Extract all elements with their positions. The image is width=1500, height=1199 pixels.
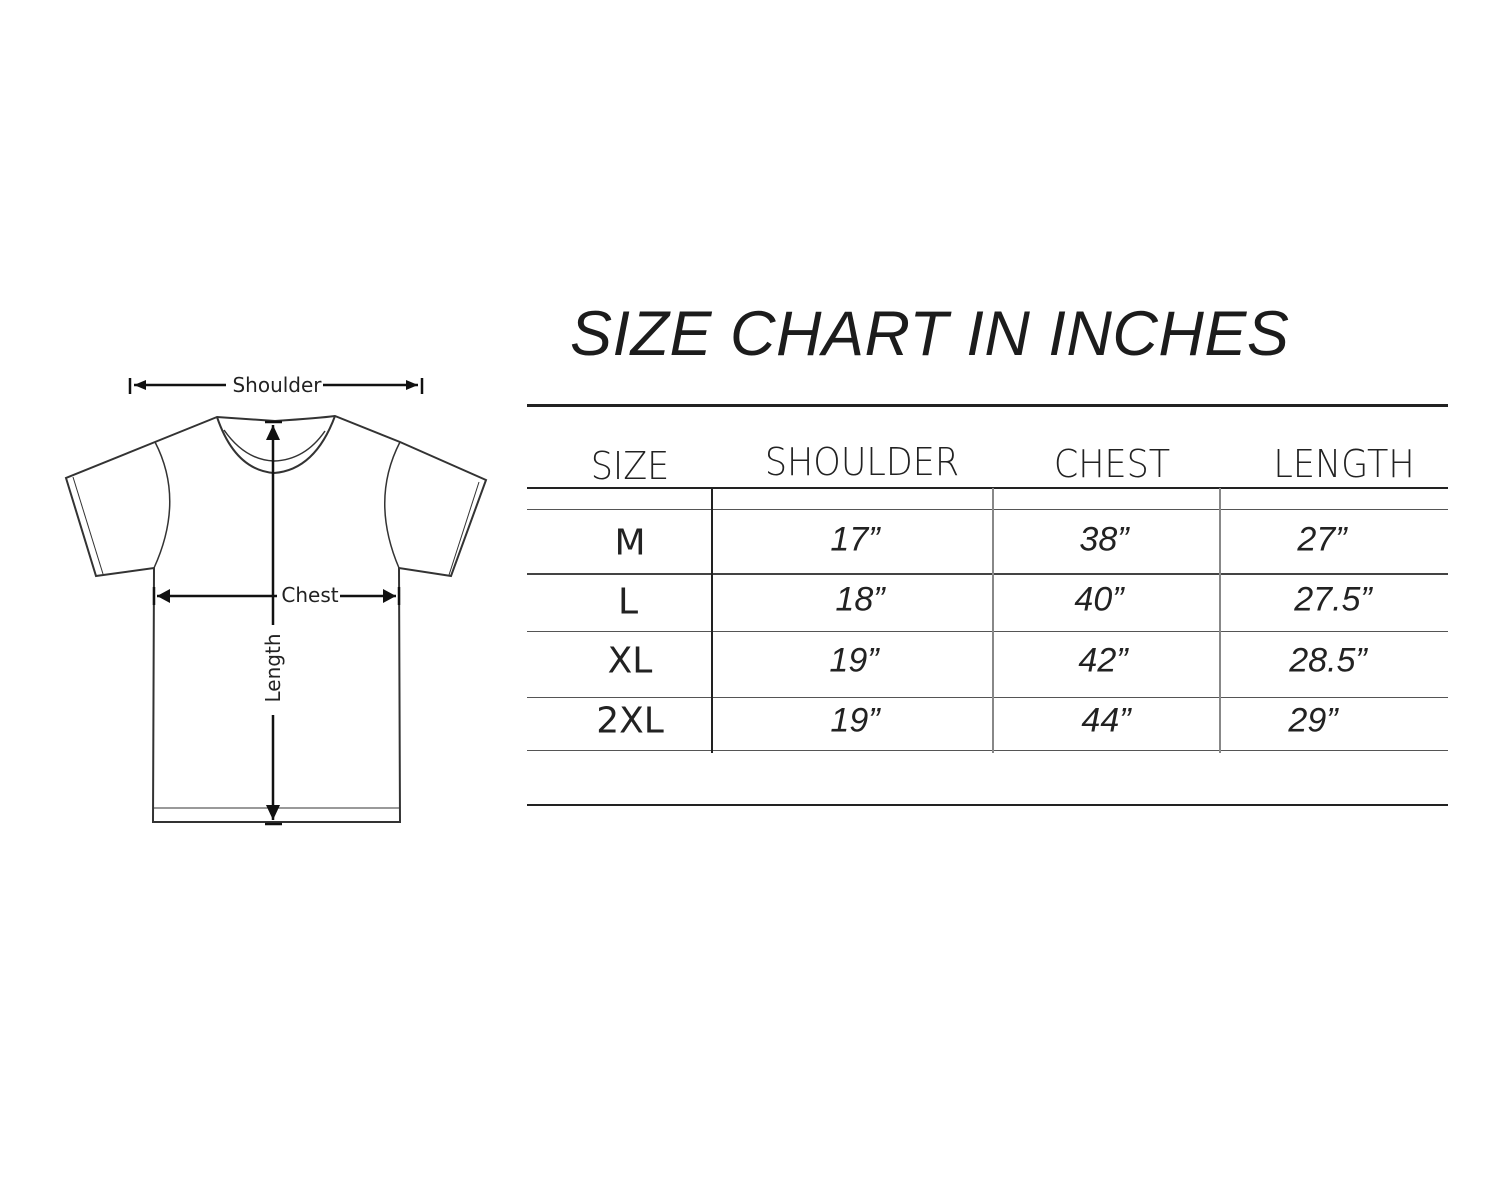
length-cell: 29” [1288,701,1338,740]
table-top-rule [527,404,1448,407]
column-divider [992,488,994,753]
row-divider [527,631,1448,632]
row-divider [527,573,1448,575]
row-divider [527,750,1448,751]
right-armhole [384,441,401,569]
chest-cell: 44” [1081,701,1131,740]
header-size: SIZE [590,444,670,488]
chest-label: Chest [281,583,338,607]
collar [216,415,336,475]
header-length: LENGTH [1273,442,1415,486]
chest-cell: 40” [1074,580,1124,619]
column-divider [711,488,713,753]
sleeve-hem-right [448,481,480,576]
size-cell: M [614,522,646,564]
shoulder-cell: 17” [830,520,880,559]
shoulder-cell: 19” [829,641,879,680]
length-cell: 28.5” [1289,641,1367,680]
row-divider [527,697,1448,698]
chest-cell: 38” [1079,520,1129,559]
length-cell: 27.5” [1294,580,1372,619]
shoulder-label: Shoulder [232,373,322,397]
header-chest: CHEST [1053,442,1171,486]
header-rule [527,487,1448,489]
table-bottom-rule [527,804,1448,806]
length-cell: 27” [1297,520,1347,559]
row-divider [527,509,1448,510]
length-label: Length [261,634,285,703]
column-divider [1219,488,1221,753]
chart-title: SIZE CHART IN INCHES [570,299,1290,369]
size-cell: L [617,581,639,623]
shoulder-cell: 18” [835,580,885,619]
tshirt-outline [64,414,488,823]
left-armhole [153,441,171,569]
header-shoulder: SHOULDER [764,440,960,484]
size-cell: 2XL [596,700,664,742]
size-cell: XL [607,640,653,682]
shoulder-cell: 19” [830,701,880,740]
chest-cell: 42” [1078,641,1128,680]
tshirt-diagram: Shoulder Chest Length [64,373,488,826]
sleeve-hem-left [72,476,104,575]
